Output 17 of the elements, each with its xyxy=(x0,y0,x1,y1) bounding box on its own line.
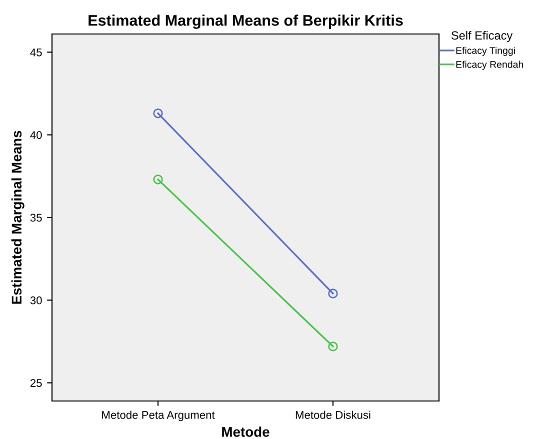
point xyxy=(153,174,163,184)
point xyxy=(328,288,338,298)
point xyxy=(153,108,163,118)
legend-label: Eficacy Tinggi xyxy=(456,46,515,56)
y-tick-label: 35 xyxy=(30,214,42,222)
y-tick-label: 40 xyxy=(30,131,42,139)
x-axis-title: Metode xyxy=(222,426,270,437)
y-tick-label: 25 xyxy=(30,379,42,387)
chart-title: Estimated Marginal Means of Berpikir Kritis xyxy=(88,14,403,29)
legend-title: Self Eficacy xyxy=(451,30,513,42)
point xyxy=(328,342,338,352)
y-tick-label: 30 xyxy=(30,296,42,304)
y-axis-title: Estimated Marginal Means xyxy=(11,130,24,304)
y-tick-label: 45 xyxy=(30,48,42,56)
x-tick-label: Metode Peta Argument xyxy=(102,410,215,422)
legend-label: Eficacy Rendah xyxy=(456,60,523,70)
x-tick-label: Metode Diskusi xyxy=(296,410,370,419)
